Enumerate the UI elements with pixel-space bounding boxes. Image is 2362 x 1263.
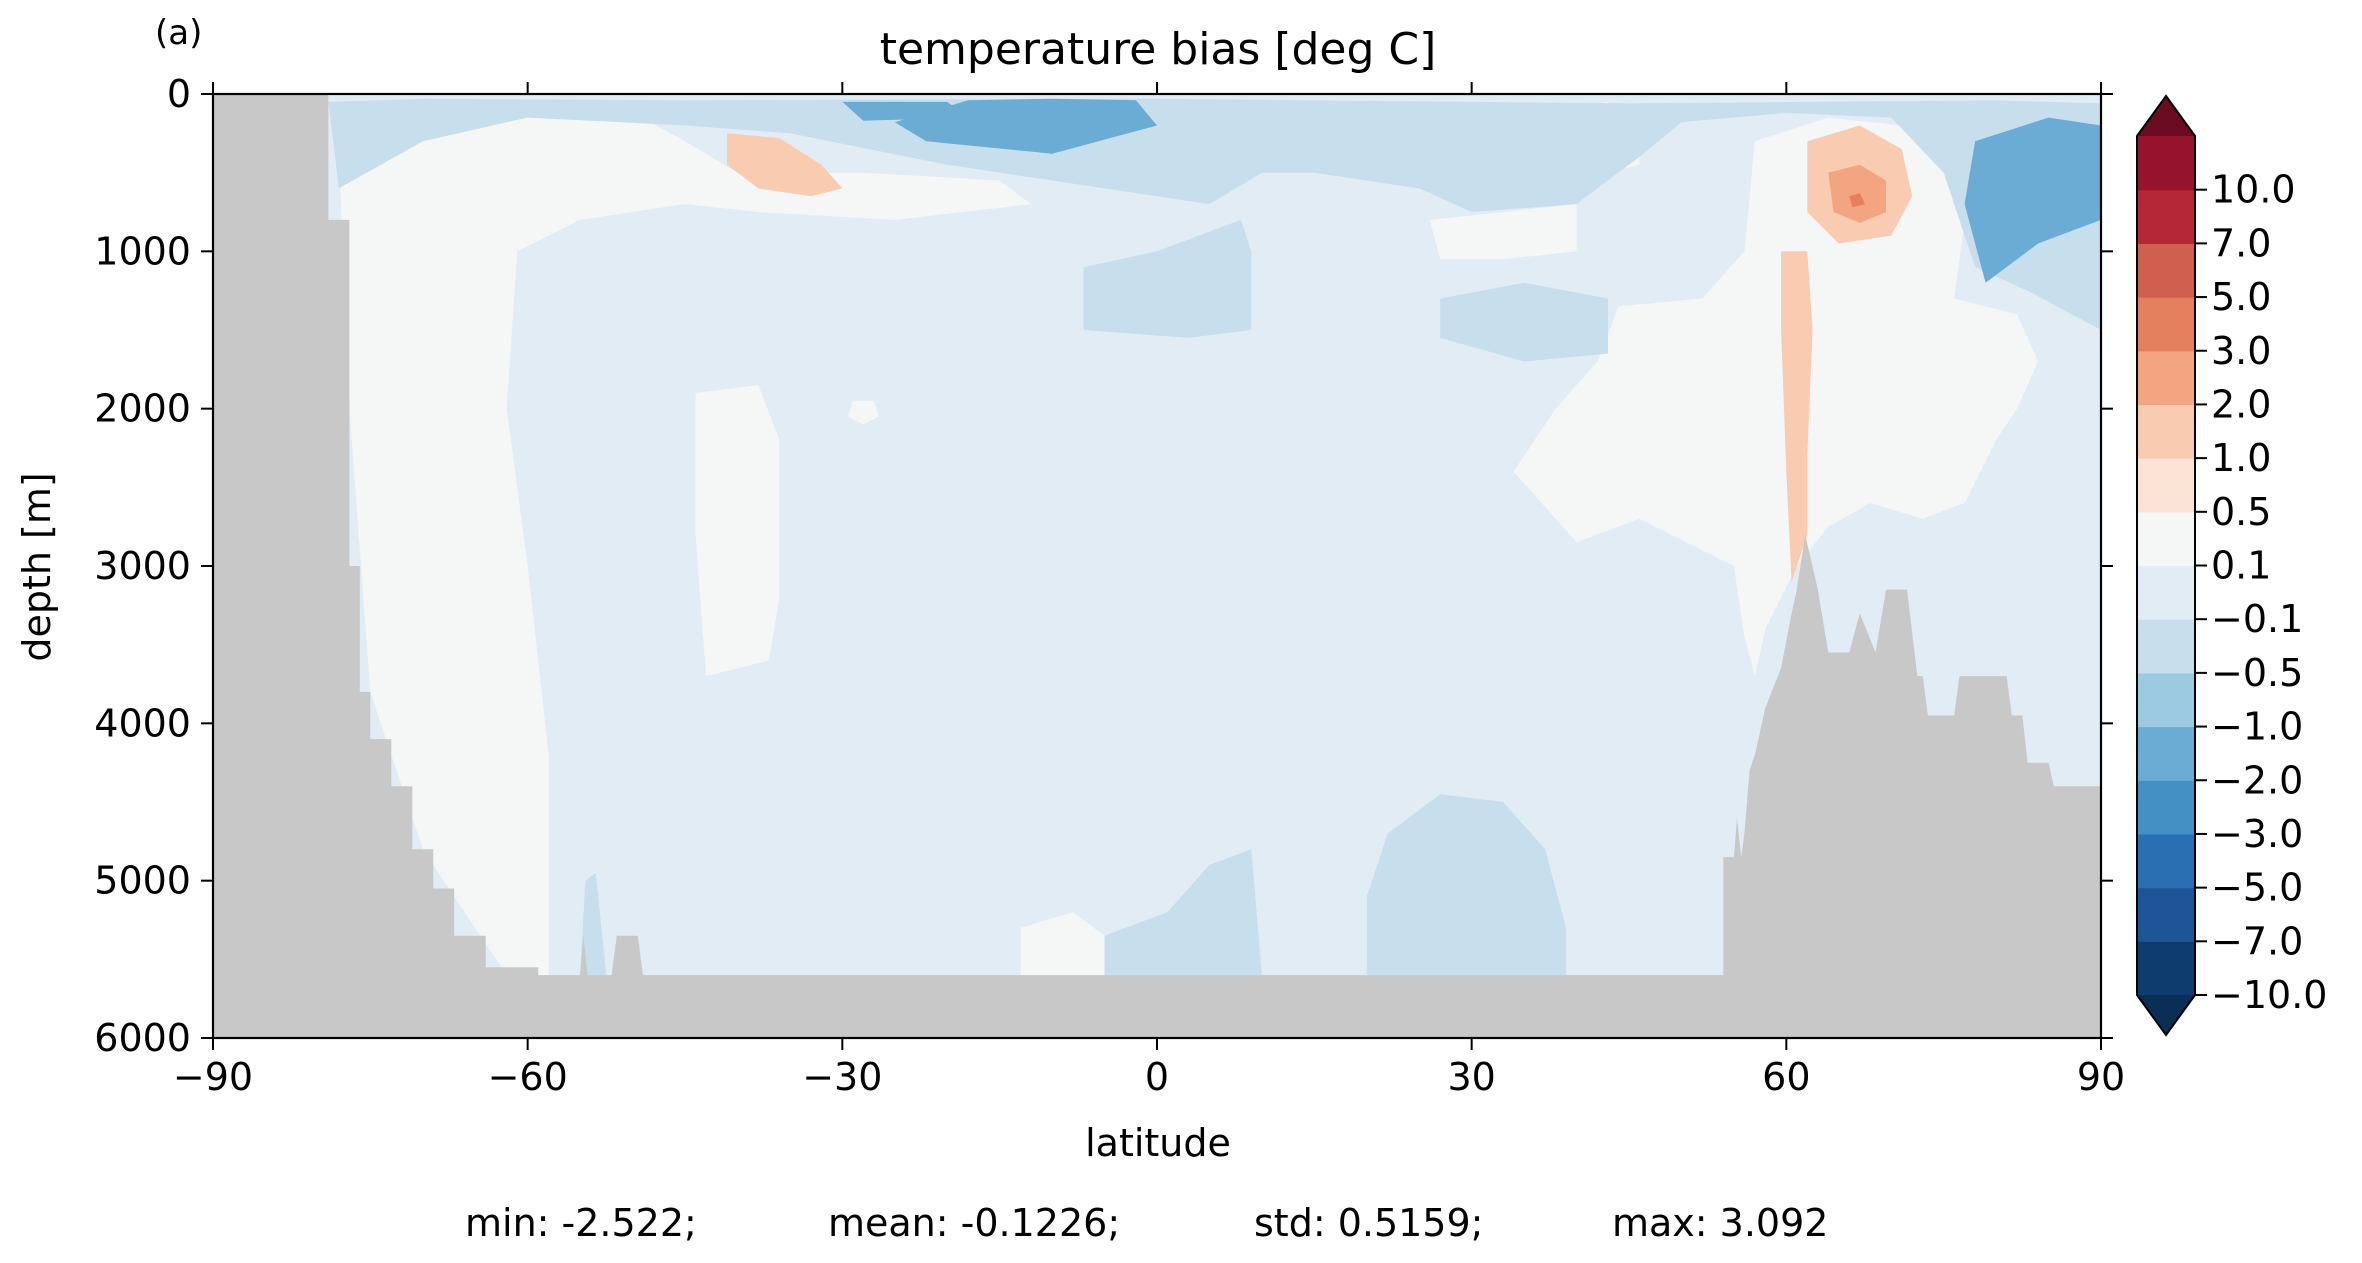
colorbar-tick-label: −2.0 [2211,758,2303,802]
colorbar-tick-label: −5.0 [2211,866,2303,910]
colorbar-segment [2137,243,2195,298]
colorbar-tick-label: 2.0 [2211,382,2271,426]
x-axis-label: latitude [1085,1121,1231,1165]
bias-patch-2 [847,400,879,425]
y-axis-label: depth [m] [15,472,59,661]
y-tick-label: 1000 [94,229,191,273]
colorbar-extend-min [2137,995,2195,1035]
temperature-bias-field [328,98,2101,976]
panel-label: (a) [155,13,202,53]
colorbar-segment [2137,833,2195,889]
colorbar: −10.0 −7.0 −5.0 −3.0 −2.0 −1.0 −0.5 −0.1 0.1 0.5 1… [2136,94,2327,1037]
colorbar-segment [2137,780,2195,835]
colorbar-segment [2137,297,2195,352]
bias-patch-0 [338,112,1032,976]
stat-max: max: 3.092 [1612,1201,1828,1245]
plot-area [211,92,2103,1040]
y-tick-label: 2000 [94,387,191,431]
colorbar-tick-label: −1.0 [2211,705,2303,749]
x-tick-label: −60 [488,1055,568,1099]
colorbar-extend-max [2137,96,2195,136]
x-tick-label: 0 [1145,1055,1169,1099]
bias-patch-10 [1828,164,1886,223]
x-tick-label: −90 [173,1055,253,1099]
bias-patch-1 [695,385,780,677]
colorbar-segment [2137,887,2195,942]
colorbar-tick-label: −3.0 [2211,812,2303,856]
bias-patch-8 [1781,251,1813,582]
colorbar-segment [2137,350,2195,406]
colorbar-tick-label: 3.0 [2211,329,2271,373]
colorbar-segment [2137,565,2195,620]
colorbar-segment [2137,941,2195,996]
colorbar-tick-label: 10.0 [2211,168,2296,212]
stat-mean: mean: -0.1226; [828,1201,1120,1245]
y-axis: 0 1000 2000 3000 4000 5000 6000 [94,72,2113,1060]
colorbar-tick-label: −0.1 [2211,597,2303,641]
colorbar-tick-label: 1.0 [2211,436,2271,480]
x-tick-label: 90 [2077,1055,2125,1099]
bias-patch-16 [1366,794,1567,976]
y-tick-label: 3000 [94,544,191,588]
x-tick-label: 30 [1447,1055,1495,1099]
summary-statistics: min: -2.522; mean: -0.1226; std: 0.5159;… [465,1201,1828,1245]
bias-patch-3 [1020,912,1105,976]
colorbar-segment [2137,404,2195,459]
colorbar-segment [2137,726,2195,781]
y-tick-label: 6000 [94,1016,191,1060]
bathymetry-mask [213,94,2101,1038]
bias-patch-20 [842,101,969,121]
bias-patch-6 [1513,117,2039,677]
y-tick-label: 5000 [94,859,191,903]
colorbar-segment [2137,672,2195,728]
colorbar-segment [2137,619,2195,674]
colorbar-segment [2137,189,2195,244]
colorbar-segment [2137,511,2195,567]
y-tick-label: 0 [167,72,191,116]
colorbar-tick-label: −10.0 [2211,973,2327,1017]
stat-min: min: -2.522; [465,1201,697,1245]
bias-patch-7 [727,133,843,197]
bias-patch-11 [1849,193,1865,208]
bias-patch-12 [328,98,2101,330]
bias-patch-19 [1964,117,2101,283]
colorbar-tick-label: 5.0 [2211,275,2271,319]
colorbar-segment [2137,136,2195,191]
colorbar-tick-label: 7.0 [2211,221,2271,265]
bias-patch-15 [1104,849,1262,976]
colorbar-tick-label: 0.1 [2211,544,2271,588]
x-tick-label: 60 [1762,1055,1810,1099]
colorbar-tick-label: −0.5 [2211,651,2303,695]
colorbar-tick-label: −7.0 [2211,919,2303,963]
colorbar-tick-label: 0.5 [2211,490,2271,534]
chart-title: temperature bias [deg C] [880,24,1437,75]
x-tick-label: −30 [802,1055,882,1099]
stat-std: std: 0.5159; [1254,1201,1483,1245]
x-axis: −90 −60 −30 0 30 60 90 [173,82,2125,1099]
bias-patch-4 [1429,204,1577,260]
bias-patch-17 [580,872,607,976]
colorbar-segment [2137,458,2195,513]
y-tick-label: 4000 [94,701,191,745]
bias-patch-14 [1440,282,1608,362]
bias-patch-13 [1083,219,1252,338]
